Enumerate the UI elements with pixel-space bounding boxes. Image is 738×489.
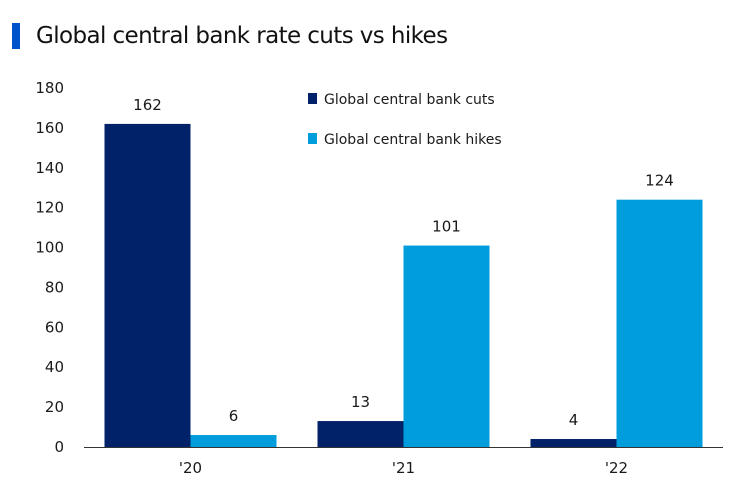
- x-tick-label: '22: [605, 459, 628, 477]
- y-tick-label: 100: [35, 239, 64, 257]
- bar: [530, 439, 617, 447]
- bar: [104, 123, 191, 448]
- x-tick-label: '20: [179, 459, 202, 477]
- y-tick-label: 160: [35, 119, 64, 137]
- legend-label: Global central bank hikes: [324, 132, 502, 148]
- bar: [317, 421, 404, 447]
- data-label: 124: [645, 172, 674, 190]
- title-accent-bar: [12, 23, 20, 49]
- y-tick-label: 180: [35, 79, 64, 97]
- bar: [616, 199, 703, 447]
- y-tick-label: 20: [45, 398, 64, 416]
- y-tick-label: 40: [45, 358, 64, 376]
- data-label: 101: [432, 218, 461, 236]
- page-title: Global central bank rate cuts vs hikes: [36, 23, 448, 49]
- legend-label: Global central bank cuts: [324, 92, 495, 108]
- data-label: 4: [569, 411, 579, 429]
- bar: [190, 435, 277, 447]
- legend-swatch: [308, 133, 317, 144]
- data-label: 13: [351, 393, 370, 411]
- title-row: Global central bank rate cuts vs hikes: [12, 22, 448, 50]
- bar: [403, 245, 490, 447]
- y-tick-label: 140: [35, 159, 64, 177]
- y-tick-label: 60: [45, 318, 64, 336]
- legend-swatch: [308, 93, 317, 104]
- data-label: 6: [229, 407, 239, 425]
- data-label: 162: [133, 96, 162, 114]
- x-tick-label: '21: [392, 459, 415, 477]
- y-tick-label: 80: [45, 278, 64, 296]
- y-tick-label: 0: [54, 438, 64, 456]
- y-tick-label: 120: [35, 199, 64, 217]
